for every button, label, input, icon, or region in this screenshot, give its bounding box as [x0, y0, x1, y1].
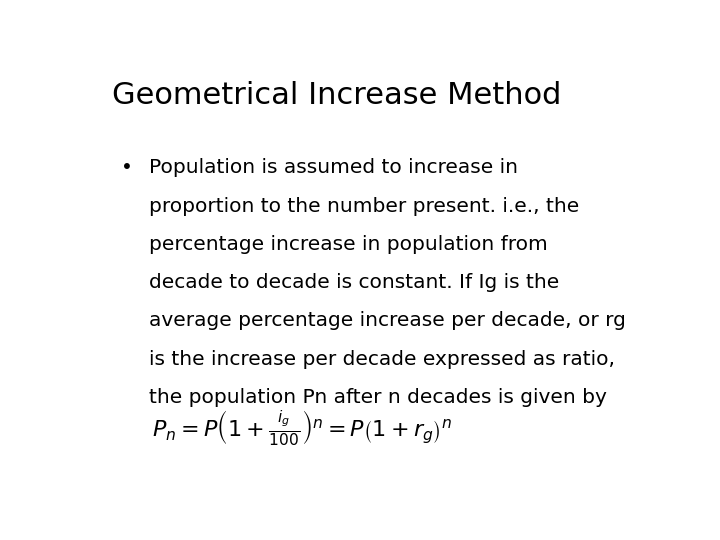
Text: •: •: [121, 158, 132, 177]
Text: decade to decade is constant. If Ig is the: decade to decade is constant. If Ig is t…: [148, 273, 559, 292]
Text: percentage increase in population from: percentage increase in population from: [148, 235, 547, 254]
Text: proportion to the number present. i.e., the: proportion to the number present. i.e., …: [148, 197, 579, 215]
Text: Geometrical Increase Method: Geometrical Increase Method: [112, 82, 562, 111]
Text: the population Pn after n decades is given by: the population Pn after n decades is giv…: [148, 388, 606, 407]
Text: Population is assumed to increase in: Population is assumed to increase in: [148, 158, 518, 177]
Text: is the increase per decade expressed as ratio,: is the increase per decade expressed as …: [148, 349, 615, 369]
Text: $P_n = P\left(1 + \frac{i_g}{100}\right)^n = P\left(1 + r_g\right)^n$: $P_n = P\left(1 + \frac{i_g}{100}\right)…: [152, 408, 452, 447]
Text: average percentage increase per decade, or rg: average percentage increase per decade, …: [148, 312, 626, 330]
